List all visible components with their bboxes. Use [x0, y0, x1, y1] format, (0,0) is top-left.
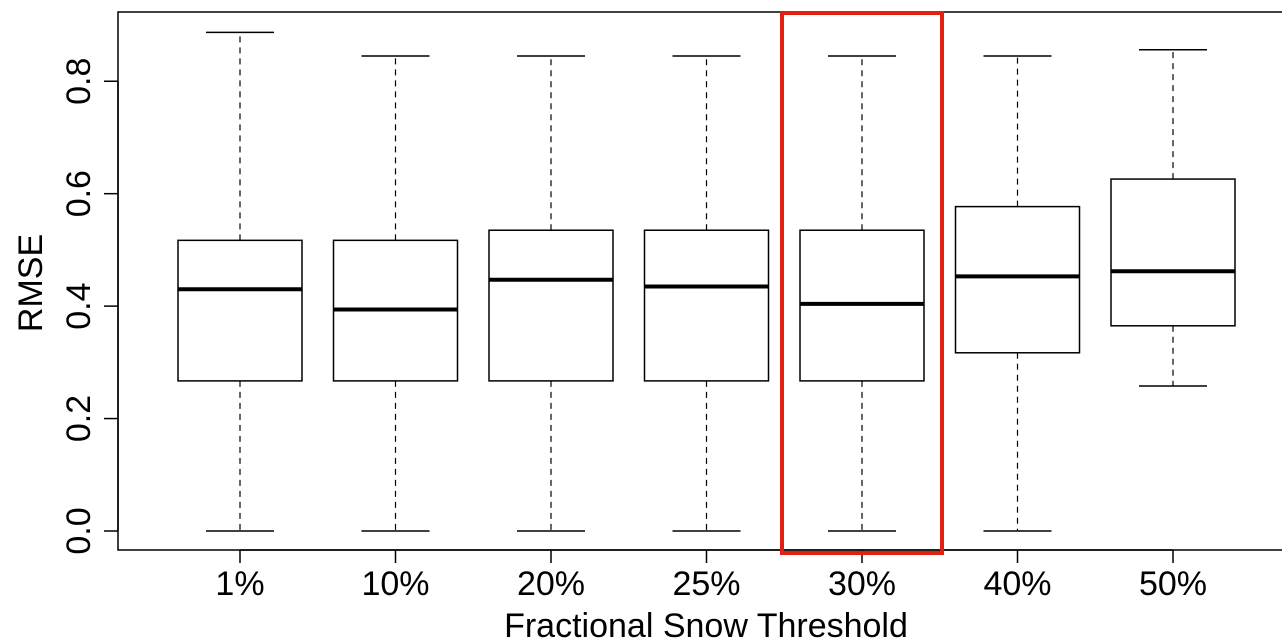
box-30pct	[799, 55, 925, 532]
x-tick-label: 40%	[983, 565, 1051, 603]
x-tick-label: 10%	[361, 565, 429, 603]
highlight-rectangle	[780, 11, 944, 555]
boxes-layer	[177, 31, 1236, 532]
box-25pct	[643, 55, 770, 532]
y-axis-title: RMSE	[12, 234, 50, 332]
y-tick-label: 0.6	[60, 170, 98, 217]
box-10pct	[332, 55, 459, 532]
x-tick-label: 30%	[828, 565, 896, 603]
y-tick-label: 0.8	[60, 58, 98, 105]
iqr-box	[643, 229, 770, 382]
x-axis-title: Fractional Snow Threshold	[504, 607, 908, 643]
iqr-box	[1110, 178, 1236, 327]
box-50pct	[1110, 49, 1236, 387]
y-tick-label: 0.4	[60, 282, 98, 329]
x-axis: 1% 10% 20% 25% 30% 40% 50%	[215, 549, 1207, 603]
iqr-box	[177, 239, 303, 382]
y-tick-label: 0.2	[60, 395, 98, 442]
x-tick-label: 25%	[672, 565, 740, 603]
x-tick-label: 50%	[1139, 565, 1207, 603]
box-1pct	[177, 31, 303, 532]
y-tick-label: 0.0	[60, 507, 98, 554]
y-axis: 0.0 0.2 0.4 0.6 0.8	[60, 58, 119, 555]
x-tick-label: 1%	[215, 565, 264, 603]
iqr-box	[954, 205, 1081, 354]
iqr-box	[488, 229, 614, 382]
box-20pct	[488, 55, 614, 532]
box-40pct	[954, 55, 1081, 532]
x-tick-label: 20%	[517, 565, 585, 603]
